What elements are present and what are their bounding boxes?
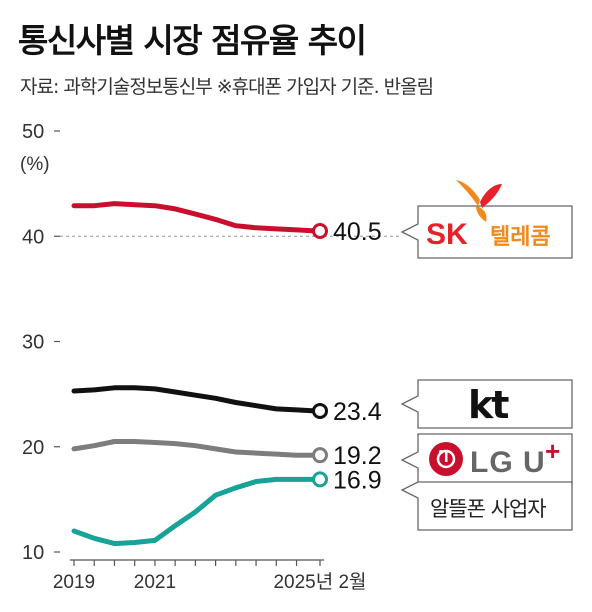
series-end-marker-1	[312, 402, 328, 419]
y-tick-label-40: 40	[22, 226, 44, 248]
x-tick-label-1: 2021	[134, 572, 176, 593]
kt-logo: kt	[468, 383, 509, 427]
y-tick-label-10: 10	[22, 542, 44, 564]
x-tick-label-2: 2025년 2월	[273, 571, 366, 593]
x-axis: 2019 2021 2025년 2월	[53, 559, 367, 593]
lgu-logo-text: LG U	[470, 446, 546, 479]
series-line-2	[71, 439, 323, 458]
series-end-marker-2	[312, 447, 328, 464]
lg-face-icon	[429, 442, 463, 476]
series-line-3	[71, 476, 323, 547]
chart-title: 통신사별 시장 점유율 추이	[18, 21, 367, 60]
legend-badge-kt: kt	[400, 379, 573, 429]
series-layer: 40.5 23.4 19.216.9	[71, 201, 382, 547]
y-axis: 50 40 30 20 10	[22, 121, 60, 564]
skt-logo-sk: SK	[426, 218, 468, 251]
legend-badge-skt-frame	[400, 205, 573, 259]
skt-butterfly-icon	[456, 180, 502, 222]
series-end-marker-3	[312, 471, 328, 488]
y-tick-label-20: 20	[22, 437, 44, 459]
legend-badge-mvno: 알뜰폰 사업자	[400, 481, 573, 531]
series-end-label-3: 16.9	[333, 466, 382, 494]
series-line-0	[71, 201, 323, 234]
legend-badge-kt-frame	[400, 379, 573, 429]
legend-badge-mvno-frame	[400, 481, 573, 531]
chart-source-note: 자료: 과학기술정보통신부 ※휴대폰 가입자 기준. 반올림	[20, 76, 434, 98]
legend-badge-skt: SK 텔레콤	[400, 180, 573, 259]
series-line-1	[71, 385, 323, 414]
legend-badge-lgu: LG U +	[400, 433, 573, 485]
y-axis-unit-label: (%)	[20, 154, 50, 175]
series-end-marker-0	[312, 222, 328, 239]
series-end-label-0: 40.5	[333, 218, 382, 246]
lgu-logo-plus: +	[545, 436, 560, 466]
series-end-label-1: 23.4	[333, 398, 382, 426]
y-tick-label-50: 50	[22, 121, 44, 143]
x-tick-label-0: 2019	[53, 572, 95, 593]
y-tick-label-30: 30	[22, 332, 44, 354]
skt-logo-name: 텔레콤	[490, 225, 551, 250]
mvno-label: 알뜰폰 사업자	[430, 497, 546, 521]
series-end-label-2: 19.2	[333, 442, 382, 470]
